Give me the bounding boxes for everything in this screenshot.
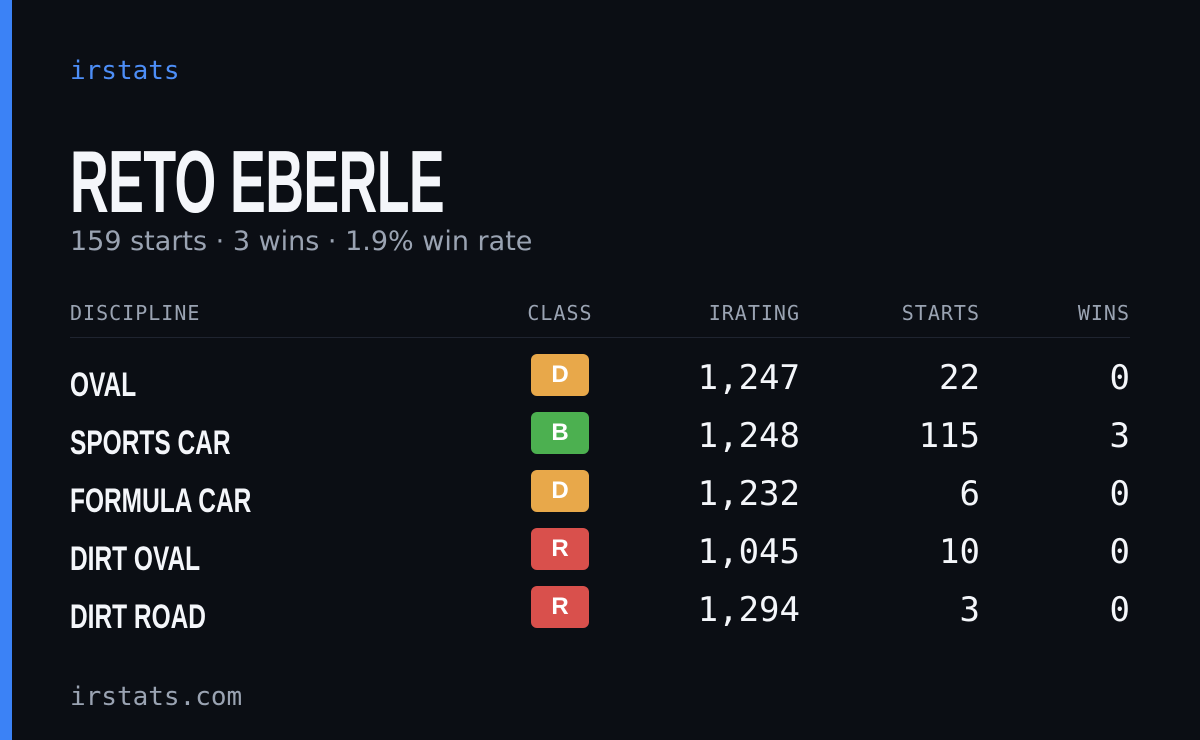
stat-value: 3 (959, 590, 980, 630)
column-header: CLASS (527, 301, 593, 325)
stat-value: 0 (1109, 358, 1130, 398)
driver-name: RETO EBERLE (70, 132, 445, 231)
class-badge: R (531, 528, 589, 570)
stat-value: 22 (939, 358, 980, 398)
stat-value: 6 (959, 474, 980, 514)
stat-value: 1,232 (697, 474, 800, 514)
column-header: IRATING (708, 301, 800, 325)
stat-value: 115 (918, 416, 980, 456)
discipline: DIRT OVAL (70, 540, 201, 578)
class-badge: B (531, 412, 589, 454)
footer-site: irstats.com (70, 682, 243, 712)
column-header: WINS (1077, 301, 1130, 325)
column-header: STARTS (901, 301, 980, 325)
class-badge: R (531, 586, 589, 628)
brand: irstats (70, 56, 180, 86)
stat-value: 1,248 (697, 416, 800, 456)
stat-value: 0 (1109, 590, 1130, 630)
summary: 159 starts · 3 wins · 1.9% win rate (70, 226, 533, 257)
header-rule (70, 337, 1130, 338)
discipline: SPORTS CAR (70, 424, 231, 462)
stat-value: 0 (1109, 474, 1130, 514)
discipline: OVAL (70, 366, 137, 404)
stat-value: 1,294 (697, 590, 800, 630)
discipline: FORMULA CAR (70, 482, 252, 520)
stat-value: 1,045 (697, 532, 800, 572)
stat-value: 0 (1109, 532, 1130, 572)
class-badge: D (531, 354, 589, 396)
class-badge: D (531, 470, 589, 512)
column-header: DISCIPLINE (70, 301, 201, 325)
stat-value: 1,247 (697, 358, 800, 398)
stat-value: 10 (939, 532, 980, 572)
stat-value: 3 (1109, 416, 1130, 456)
accent-bar (0, 0, 12, 740)
discipline: DIRT ROAD (70, 598, 207, 636)
